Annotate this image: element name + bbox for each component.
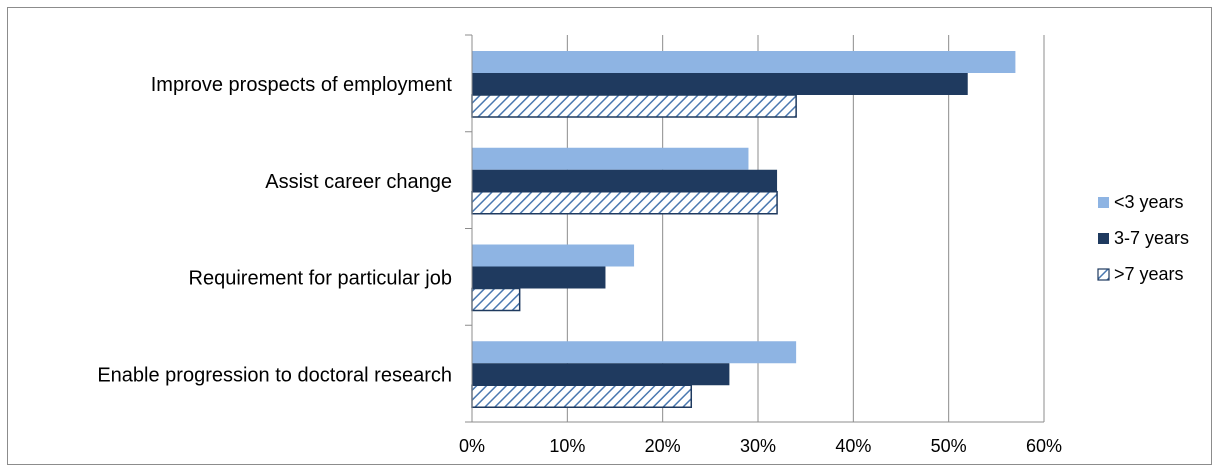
x-tick-label: 10% — [549, 436, 585, 456]
bar — [471, 94, 797, 118]
category-label: Improve prospects of employment — [151, 74, 453, 96]
bar — [472, 266, 606, 289]
bar — [471, 384, 693, 408]
legend-swatch — [1097, 268, 1110, 281]
bar — [472, 341, 797, 364]
x-tick-label: 50% — [931, 436, 967, 456]
bar — [472, 147, 749, 170]
legend-label: 3-7 years — [1114, 228, 1189, 248]
x-tick-label: 60% — [1026, 436, 1062, 456]
bars-group — [471, 51, 1016, 408]
category-labels: Improve prospects of employment Assist ca… — [97, 74, 452, 386]
x-tick-label: 0% — [459, 436, 485, 456]
bar — [472, 51, 1016, 73]
bar — [472, 363, 730, 386]
category-label: Enable progression to doctoral research — [97, 364, 452, 386]
category-label: Assist career change — [265, 171, 452, 193]
bar — [472, 73, 968, 95]
bar — [472, 244, 635, 267]
x-tick-label: 20% — [645, 436, 681, 456]
legend: <3 years 3-7 years >7 years — [1097, 192, 1189, 284]
bar — [471, 191, 778, 215]
x-tick-labels: 0% 10% 20% 30% 40% 50% 60% — [459, 436, 1062, 456]
x-tick-label: 30% — [740, 436, 776, 456]
bar — [471, 287, 521, 312]
bar — [472, 169, 778, 192]
x-tick-label: 40% — [835, 436, 871, 456]
legend-label: >7 years — [1114, 264, 1184, 284]
legend-label: <3 years — [1114, 192, 1184, 212]
axes — [465, 34, 1044, 423]
legend-swatch — [1098, 197, 1109, 208]
legend-swatch — [1098, 233, 1109, 244]
category-label: Requirement for particular job — [189, 268, 452, 290]
